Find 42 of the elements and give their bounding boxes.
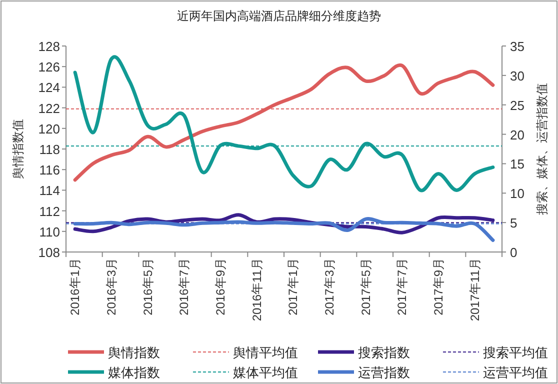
- y-tick-label: 110: [39, 224, 60, 240]
- x-tick-label: 2017年1月: [286, 258, 300, 316]
- x-tick-label: 2017年11月: [468, 258, 482, 322]
- x-tick-label: 2016年9月: [213, 258, 228, 316]
- y-axis-title: 舆情指数值: [11, 119, 25, 179]
- legend-label: 搜索平均值: [483, 345, 548, 360]
- y-tick-label: 118: [39, 142, 60, 157]
- y2-tick-label: 20: [510, 127, 524, 142]
- x-tick-label: 2016年5月: [140, 258, 155, 316]
- y2-axis-title: 搜索、媒体、运营指数值: [535, 83, 549, 215]
- y-tick-label: 122: [38, 100, 60, 116]
- legend-label: 运营指数: [358, 365, 410, 380]
- x-tick-label: 2016年1月: [68, 258, 82, 316]
- y2-tick-label: 5: [510, 216, 518, 231]
- legend-label: 舆情指数: [108, 345, 160, 360]
- y-tick-label: 116: [39, 162, 60, 178]
- legend-label: 搜索指数: [358, 345, 410, 360]
- y2-tick-label: 30: [510, 68, 524, 84]
- y-tick-label: 120: [38, 121, 60, 136]
- x-tick-label: 2017年9月: [431, 258, 446, 316]
- legend-label: 媒体指数: [108, 365, 160, 380]
- y-tick-label: 128: [38, 39, 60, 54]
- y-tick-label: 126: [38, 60, 60, 75]
- x-tick-label: 2017年5月: [358, 258, 373, 316]
- y-tick-label: 114: [39, 183, 60, 198]
- x-tick-label: 2017年3月: [322, 258, 336, 316]
- x-tick-label: 2016年3月: [104, 258, 118, 316]
- y2-tick-label: 15: [510, 156, 524, 172]
- legend-label: 舆情平均值: [233, 345, 298, 360]
- y2-tick-label: 25: [510, 98, 524, 113]
- legend-label: 运营平均值: [483, 365, 548, 380]
- x-tick-label: 2016年7月: [177, 258, 192, 316]
- x-tick-label: 2016年11月: [250, 258, 264, 322]
- y2-tick-label: 0: [510, 245, 518, 260]
- x-tick-label: 2017年7月: [395, 258, 410, 316]
- chart-title: 近两年国内高端酒店品牌细分维度趋势: [177, 9, 381, 23]
- y-tick-label: 108: [38, 245, 60, 260]
- y2-tick-label: 35: [510, 39, 524, 54]
- y-tick-label: 112: [39, 204, 60, 219]
- legend-label: 媒体平均值: [233, 365, 298, 380]
- y2-tick-label: 10: [510, 186, 524, 202]
- y-tick-label: 124: [38, 80, 60, 96]
